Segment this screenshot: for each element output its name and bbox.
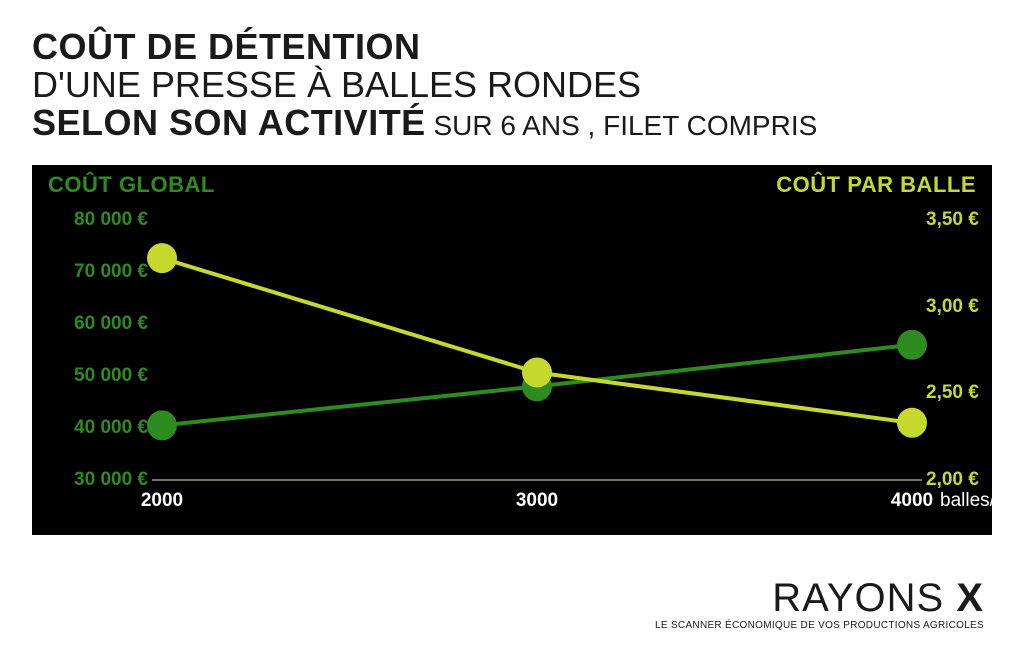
branding: RAYONS X LE SCANNER ÉCONOMIQUE DE VOS PR… <box>655 578 984 631</box>
page: COÛT DE DÉTENTION D'UNE PRESSE À BALLES … <box>0 0 1024 671</box>
title-block: COÛT DE DÉTENTION D'UNE PRESSE À BALLES … <box>32 28 992 141</box>
y-tick-left: 40 000 € <box>74 417 148 439</box>
y-tick-left: 60 000 € <box>74 313 148 335</box>
brand-main-bold: X <box>956 576 984 620</box>
brand-logo: RAYONS X <box>655 578 984 618</box>
y-tick-left: 80 000 € <box>74 209 148 231</box>
left-axis-label: COÛT GLOBAL <box>48 172 215 198</box>
brand-tagline: LE SCANNER ÉCONOMIQUE DE VOS PRODUCTIONS… <box>655 620 984 631</box>
title-line-1: COÛT DE DÉTENTION <box>32 28 992 66</box>
x-tick: 3000 <box>516 490 558 512</box>
title-line-2: D'UNE PRESSE À BALLES RONDES <box>32 66 992 104</box>
y-tick-right: 3,50 € <box>926 209 979 231</box>
title-line-3: SELON SON ACTIVITÉ SUR 6 ANS , FILET COM… <box>32 104 992 142</box>
title-line-3-light: SUR 6 ANS , FILET COMPRIS <box>426 110 818 141</box>
x-tick: 2000 <box>141 490 183 512</box>
y-tick-left: 50 000 € <box>74 365 148 387</box>
right-axis-label: COÛT PAR BALLE <box>776 172 976 198</box>
x-unit: balles/an <box>940 490 1016 512</box>
y-tick-left: 70 000 € <box>74 261 148 283</box>
title-line-3-bold: SELON SON ACTIVITÉ <box>32 102 426 143</box>
y-tick-left: 30 000 € <box>74 469 148 491</box>
y-tick-right: 2,50 € <box>926 382 979 404</box>
y-tick-right: 2,00 € <box>926 469 979 491</box>
brand-main-light: RAYONS <box>772 576 956 620</box>
y-tick-right: 3,00 € <box>926 296 979 318</box>
x-tick: 4000 <box>891 490 933 512</box>
chart-svg <box>32 165 992 535</box>
chart-container <box>32 165 992 535</box>
